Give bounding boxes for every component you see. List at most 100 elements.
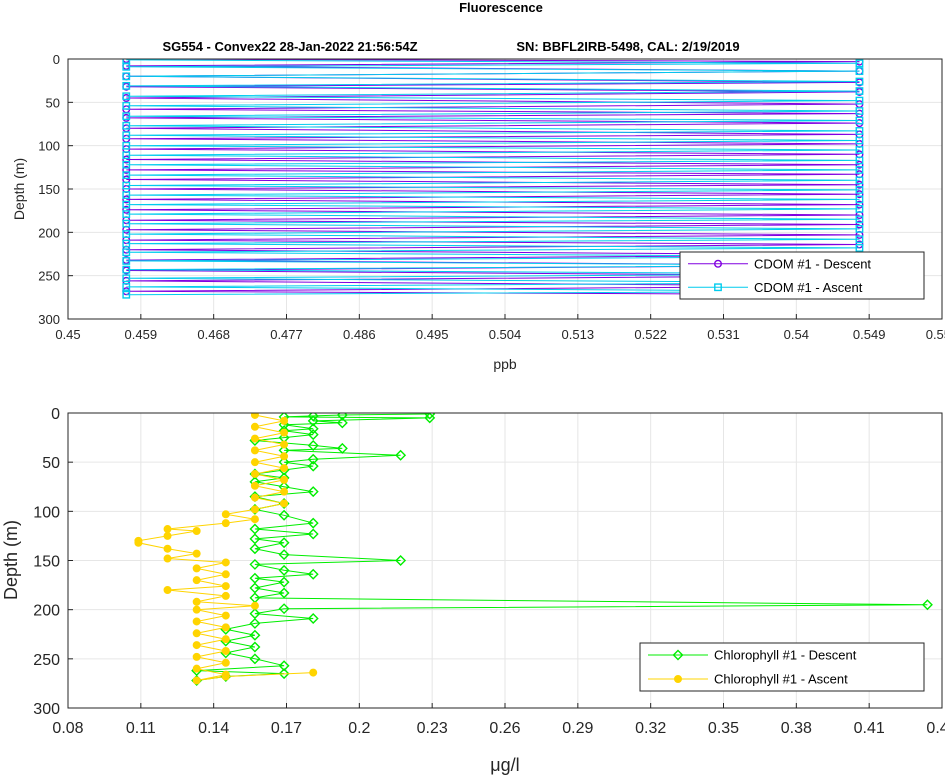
data-point (122, 93, 131, 102)
legend-marker (714, 259, 723, 268)
x-tick-label: 0.477 (270, 327, 303, 342)
data-point (122, 274, 131, 283)
x-tick-label: 0.35 (708, 720, 739, 737)
data-point (855, 185, 864, 194)
data-point (192, 564, 201, 573)
legend (639, 642, 925, 692)
data-point (192, 549, 201, 558)
data-point (163, 554, 172, 563)
y-tick-label: 200 (38, 225, 60, 240)
data-point (192, 652, 201, 661)
data-point (221, 635, 230, 644)
y-tick-label: 0 (53, 52, 60, 67)
x-tick-label: 0.531 (707, 327, 740, 342)
data-point (122, 155, 131, 164)
data-point (307, 568, 319, 580)
y-axis-label: Depth (m) (11, 158, 27, 220)
figure-subtitle-left: SG554 - Convex22 28-Jan-2022 21:56:54Z (162, 39, 417, 54)
data-point (855, 224, 864, 233)
data-point (250, 515, 259, 524)
data-point (250, 505, 259, 514)
data-point (855, 235, 864, 244)
data-point (855, 59, 864, 68)
data-point (855, 160, 864, 169)
data-point (221, 558, 230, 567)
data-point (855, 136, 864, 145)
data-point (280, 416, 289, 425)
y-tick-label: 0 (51, 406, 60, 423)
data-point (280, 428, 289, 437)
data-point (192, 676, 201, 685)
y-tick-label: 200 (33, 603, 60, 620)
data-point (249, 629, 261, 641)
x-tick-label: 0.45 (55, 327, 80, 342)
data-point (307, 429, 319, 441)
data-point (855, 190, 864, 199)
data-point (280, 487, 289, 496)
legend-marker (674, 675, 683, 684)
data-point (307, 613, 319, 625)
data-point (122, 151, 131, 160)
data-point (424, 413, 436, 424)
series-group (122, 59, 864, 299)
data-point (307, 439, 319, 451)
legend-label: Chlorophyll #1 - Descent (714, 648, 857, 663)
data-point (278, 509, 290, 521)
x-tick-label: 0.41 (854, 720, 885, 737)
data-point (307, 413, 319, 422)
x-tick-label: 0.23 (417, 720, 448, 737)
data-point (250, 458, 259, 467)
data-point (278, 564, 290, 576)
data-point (250, 413, 259, 419)
data-point (855, 67, 864, 76)
x-tick-label: 0.32 (635, 720, 666, 737)
data-point (278, 549, 290, 561)
x-tick-label: 0.26 (489, 720, 520, 737)
x-tick-label: 0.14 (198, 720, 229, 737)
y-axis-label: Depth (m) (1, 520, 21, 600)
data-point (307, 486, 319, 498)
data-point (307, 453, 319, 465)
figure-title: Fluorescence (459, 0, 543, 15)
legend-label: Chlorophyll #1 - Ascent (714, 672, 848, 687)
data-point (122, 200, 131, 209)
data-point (221, 646, 230, 655)
series-line-2 (126, 59, 860, 296)
x-tick-label: 0.549 (853, 327, 886, 342)
data-point (192, 664, 201, 673)
x-axis-label: ppb (493, 356, 517, 372)
x-tick-label: 0.504 (489, 327, 522, 342)
data-point (122, 205, 131, 214)
data-point (221, 611, 230, 620)
legend-label: CDOM #1 - Descent (754, 256, 871, 271)
data-point (307, 528, 319, 540)
data-point (395, 449, 407, 461)
data-point (122, 248, 131, 257)
x-tick-label: 0.558 (926, 327, 945, 342)
data-point (855, 87, 864, 95)
x-tick-label: 0.11 (126, 720, 156, 737)
x-tick-label: 0.468 (197, 327, 230, 342)
data-point (221, 582, 230, 591)
data-point (221, 623, 230, 632)
legend (679, 251, 925, 300)
data-point (250, 493, 259, 502)
data-point (122, 283, 131, 291)
data-point (278, 576, 290, 588)
data-point (192, 527, 201, 536)
data-point (122, 219, 131, 228)
data-point (855, 166, 864, 174)
data-point (122, 239, 131, 248)
data-point (855, 156, 864, 165)
data-point (122, 257, 131, 265)
data-point (855, 127, 864, 135)
data-point (855, 205, 864, 213)
data-point (336, 442, 348, 454)
data-point (855, 107, 864, 115)
data-point (278, 660, 290, 672)
data-point (855, 244, 864, 252)
x-tick-label: 0.38 (781, 720, 812, 737)
y-tick-label: 300 (38, 312, 60, 327)
data-point (163, 531, 172, 540)
